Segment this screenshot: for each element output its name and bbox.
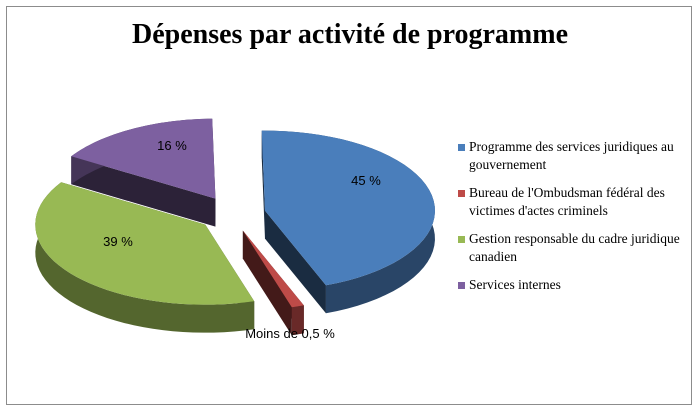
pie-slice-3-top: [71, 118, 216, 199]
legend-item-1: Bureau de l'Ombudsman fédéral des victim…: [458, 184, 683, 220]
data-label-2: 39 %: [103, 234, 133, 249]
legend-label: Gestion responsable du cadre juridique c…: [469, 231, 680, 264]
pie-slice-1-side: [291, 305, 304, 336]
pie-slice-2-side: [35, 182, 255, 333]
legend-item-0: Programme des services juridiques au gou…: [458, 138, 683, 174]
chart-title: Dépenses par activité de programme: [132, 19, 568, 50]
legend-item-2: Gestion responsable du cadre juridique c…: [458, 230, 683, 266]
legend-label: Programme des services juridiques au gou…: [469, 139, 674, 172]
legend-label: Services internes: [469, 277, 561, 292]
chart-legend: Programme des services juridiques au gou…: [458, 138, 683, 304]
pie-slice-3: [71, 118, 216, 227]
pie-slice-0-top: [261, 130, 435, 286]
data-label-1: Moins de 0,5 %: [245, 326, 335, 341]
pie-slice-1-wall: [242, 230, 292, 336]
pie-slice-3-wall: [71, 156, 216, 227]
legend-swatch: [458, 144, 465, 151]
legend-swatch: [458, 282, 465, 289]
legend-item-3: Services internes: [458, 276, 683, 294]
pie-slice-1-top: [242, 230, 304, 308]
pie-slice-0: [261, 130, 435, 314]
pie-slice-1: [242, 230, 304, 336]
legend-swatch: [458, 236, 465, 243]
pie-slice-0-wall: [264, 210, 326, 314]
data-label-3: 16 %: [157, 138, 187, 153]
legend-swatch: [458, 190, 465, 197]
pie-slice-2: [35, 182, 255, 333]
data-label-0: 45 %: [351, 173, 381, 188]
legend-label: Bureau de l'Ombudsman fédéral des victim…: [469, 185, 665, 218]
pie-slice-2-top: [35, 182, 255, 305]
